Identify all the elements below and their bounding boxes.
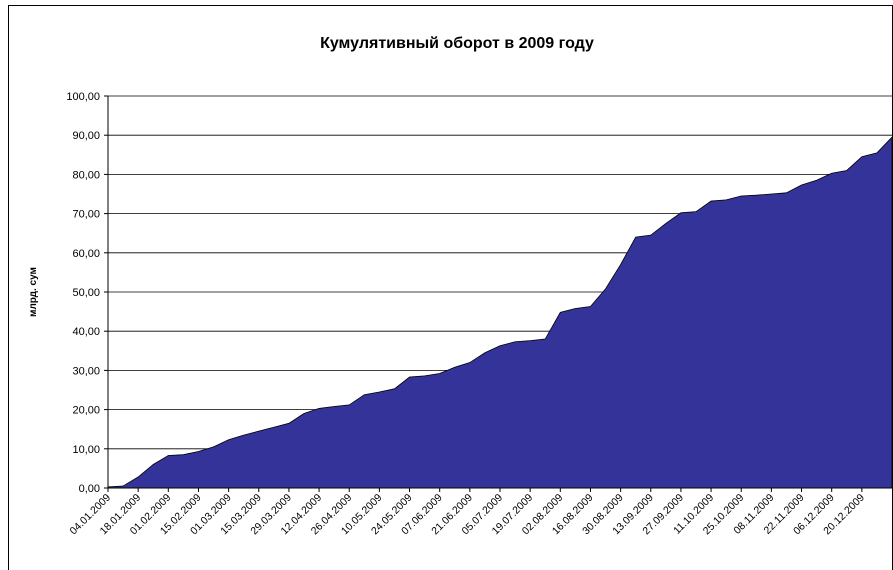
y-tick-label: 100,00	[66, 91, 100, 103]
y-tick-label: 20,00	[72, 405, 100, 417]
y-tick-label: 50,00	[72, 287, 100, 299]
y-axis-label: млрд. сум	[28, 267, 39, 317]
y-tick-label: 70,00	[72, 209, 100, 221]
y-tick-label: 10,00	[72, 444, 100, 456]
y-tick-label: 40,00	[72, 326, 100, 338]
area	[107, 136, 893, 489]
y-tick-label: 90,00	[72, 130, 100, 142]
y-tick-label: 30,00	[72, 365, 100, 377]
chart-title: Кумулятивный оборот в 2009 году	[320, 35, 594, 52]
y-tick-label: 80,00	[72, 169, 100, 181]
y-tick-label: 0,00	[79, 483, 100, 495]
y-tick-label: 60,00	[72, 248, 100, 260]
